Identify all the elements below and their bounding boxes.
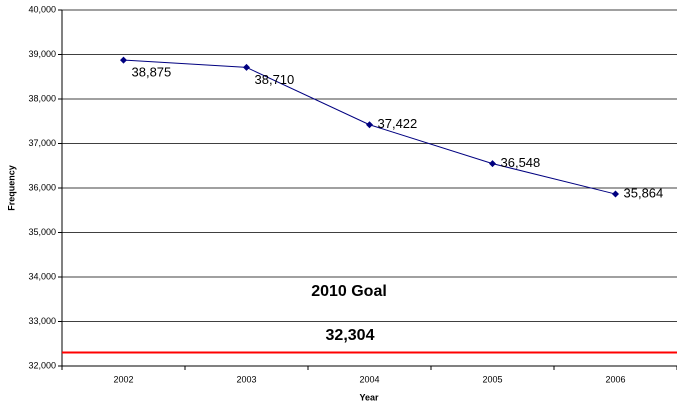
- x-tick-label: 2006: [605, 374, 625, 384]
- goal-label: 2010 Goal: [311, 283, 387, 300]
- data-marker: [243, 63, 250, 71]
- data-marker: [612, 190, 619, 198]
- data-label: 36,548: [501, 155, 541, 170]
- x-axis-title: Year: [359, 392, 379, 402]
- y-tick-label: 39,000: [28, 49, 56, 59]
- x-tick-label: 2003: [236, 374, 256, 384]
- x-tick-label: 2005: [482, 374, 502, 384]
- data-marker: [489, 160, 496, 168]
- y-tick-label: 38,000: [28, 93, 56, 103]
- goal-value-label: 32,304: [326, 327, 375, 344]
- x-tick-label: 2002: [113, 374, 133, 384]
- y-tick-label: 37,000: [28, 138, 56, 148]
- data-label: 35,864: [624, 185, 664, 200]
- data-label: 38,710: [255, 72, 295, 87]
- y-tick-label: 40,000: [28, 4, 56, 14]
- y-tick-label: 33,000: [28, 316, 56, 326]
- y-tick-label: 34,000: [28, 271, 56, 281]
- y-tick-label: 32,000: [28, 360, 56, 370]
- y-tick-label: 36,000: [28, 182, 56, 192]
- data-label: 38,875: [132, 65, 172, 80]
- data-marker: [366, 121, 373, 129]
- data-label: 37,422: [378, 116, 418, 131]
- y-tick-label: 35,000: [28, 227, 56, 237]
- x-tick-label: 2004: [359, 374, 379, 384]
- y-axis-title: Frequency: [6, 165, 16, 211]
- data-marker: [120, 56, 127, 64]
